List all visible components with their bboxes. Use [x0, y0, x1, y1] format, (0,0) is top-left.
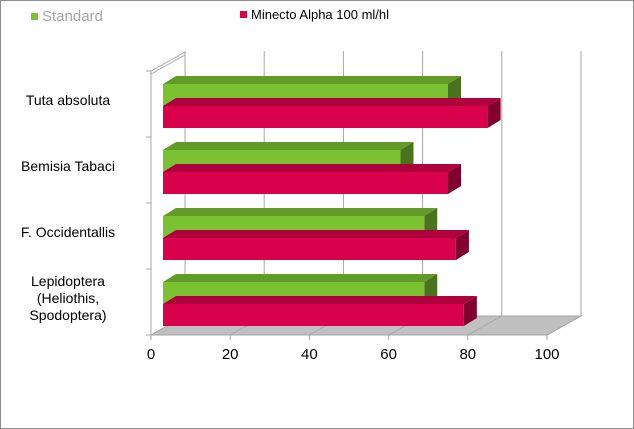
floor-gridline [546, 315, 582, 336]
category-label: Bemisia Tabaci [0, 158, 138, 175]
wall-top-edge [150, 54, 186, 75]
legend-label-minecto: Minecto Alpha 100 ml/hl [251, 7, 390, 22]
bar-side-face [463, 296, 477, 326]
legend-swatch-standard [31, 13, 38, 20]
x-tick-label: 100 [534, 346, 559, 363]
category-label: F. Occidentallis [0, 224, 138, 241]
category-label-line: (Heliothis, [36, 289, 100, 306]
category-label-line: Tuta absoluta [25, 91, 111, 108]
bar-minecto [163, 230, 469, 260]
bar-top-face [163, 274, 438, 282]
legend-swatch-minecto [240, 11, 247, 18]
x-tick-label: 80 [459, 346, 476, 363]
bar-front-face [163, 304, 464, 326]
x-tick-label: 60 [380, 346, 397, 363]
bar-top-face [163, 164, 461, 172]
category-label-line: Spodoptera) [29, 306, 107, 323]
x-tick-label: 20 [222, 346, 239, 363]
wall-top [150, 51, 186, 72]
category-label-line: Lepidoptera [31, 272, 105, 289]
bar-minecto [163, 296, 477, 326]
bar-front-face [163, 106, 488, 128]
bar-minecto [163, 98, 501, 128]
bar-side-face [487, 98, 501, 128]
bar-top-face [163, 98, 501, 106]
category-label-line: F. Occidentallis [20, 223, 116, 240]
floor-gridline [467, 315, 503, 336]
category-label: Tuta absoluta [0, 92, 138, 109]
category-label-line: Bemisia Tabaci [21, 157, 115, 174]
bar-side-face [455, 230, 469, 260]
bar-top-face [163, 230, 469, 238]
bar-front-face [163, 238, 456, 260]
x-tick-label: 0 [147, 346, 155, 363]
bar-top-face [163, 142, 414, 150]
bar-front-face [163, 172, 448, 194]
bar-minecto [163, 164, 461, 194]
legend-label-standard: Standard [42, 8, 103, 25]
category-label: Lepidoptera (Heliothis, Spodoptera) [0, 273, 138, 324]
legend-item-standard: Standard [31, 8, 103, 25]
legend-item-minecto: Minecto Alpha 100 ml/hl [240, 7, 389, 22]
x-tick-label: 40 [301, 346, 318, 363]
bar-top-face [163, 208, 438, 216]
bar-top-face [163, 296, 477, 304]
bar-top-face [163, 76, 461, 84]
bar-side-face [448, 164, 461, 194]
